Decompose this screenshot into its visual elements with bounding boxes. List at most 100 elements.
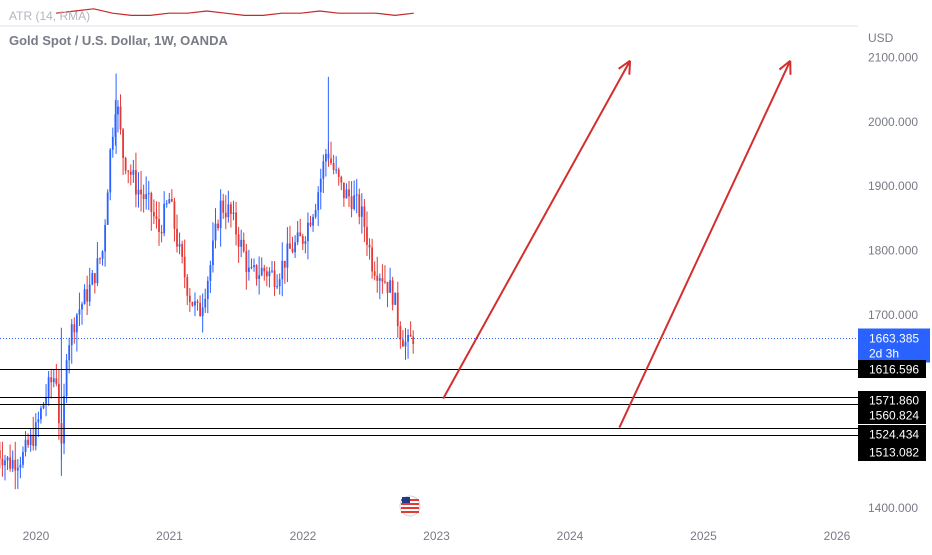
- candle-body: [55, 378, 57, 383]
- candle-body: [122, 129, 124, 158]
- candle: [322, 155, 324, 193]
- candle-body: [412, 337, 414, 344]
- candle-body: [217, 224, 219, 228]
- candle-body: [307, 223, 309, 241]
- candle: [235, 202, 237, 246]
- candle: [19, 457, 21, 479]
- axes-layer: 2100.0002000.0001900.0001800.0001700.000…: [23, 31, 919, 543]
- candle: [289, 226, 291, 249]
- candle: [243, 232, 245, 252]
- candle-body: [112, 137, 114, 150]
- flag-stripe: [401, 511, 419, 513]
- candle: [263, 265, 265, 281]
- candle: [284, 261, 286, 284]
- candle-body: [4, 460, 6, 465]
- x-tick-label: 2026: [824, 529, 851, 543]
- candle-body: [297, 232, 299, 242]
- candle-body: [50, 377, 52, 382]
- candle-body: [161, 232, 163, 233]
- candle: [376, 257, 378, 293]
- candle: [97, 242, 99, 286]
- indicator-label[interactable]: ATR (14, RMA): [9, 9, 90, 23]
- candle-body: [91, 273, 93, 284]
- candle-body: [410, 335, 412, 337]
- candle: [346, 183, 348, 198]
- candle-body: [263, 268, 265, 272]
- candle-body: [45, 397, 47, 404]
- candle-body: [58, 384, 60, 423]
- candle-body: [227, 204, 229, 217]
- candle: [117, 100, 119, 132]
- candle: [348, 181, 350, 207]
- candle: [66, 354, 68, 403]
- candle-body: [166, 203, 168, 204]
- candle-body: [94, 273, 96, 283]
- candle: [274, 261, 276, 296]
- candle-body: [371, 247, 373, 271]
- candle-body: [197, 301, 199, 303]
- candle: [251, 258, 253, 269]
- candle: [202, 293, 204, 332]
- y-axis-currency: USD: [868, 31, 894, 45]
- candle-body: [25, 440, 27, 452]
- candle: [204, 289, 206, 313]
- candle-body: [179, 244, 181, 246]
- candle-body: [320, 179, 322, 192]
- candle: [374, 261, 376, 280]
- flag-stripe: [401, 503, 419, 505]
- candle-body: [233, 213, 235, 214]
- candle: [45, 384, 47, 416]
- candle: [209, 261, 211, 293]
- candle: [320, 169, 322, 210]
- current-price-countdown: 2d 3h: [869, 347, 899, 361]
- candle: [127, 170, 129, 183]
- candle-body: [17, 468, 19, 471]
- candle: [335, 156, 337, 174]
- candle-body: [30, 435, 32, 445]
- candle-body: [351, 196, 353, 209]
- candle: [17, 459, 19, 489]
- candle-body: [389, 280, 391, 292]
- candle: [340, 176, 342, 190]
- candle: [161, 225, 163, 242]
- candle-body: [292, 249, 294, 253]
- candle: [397, 282, 399, 338]
- candle-body: [156, 216, 158, 219]
- candle-body: [171, 199, 173, 201]
- candle: [150, 192, 152, 231]
- candle-body: [81, 304, 83, 309]
- candle: [225, 195, 227, 229]
- candle: [120, 94, 122, 134]
- candle: [405, 328, 407, 360]
- candle: [192, 302, 194, 307]
- candle-body: [256, 265, 258, 279]
- candle: [9, 444, 11, 471]
- candle: [125, 157, 127, 175]
- candle-body: [53, 378, 55, 382]
- candle: [102, 250, 104, 265]
- level-price-value: 1524.434: [869, 428, 919, 442]
- candle-body: [289, 243, 291, 248]
- candle: [174, 198, 176, 242]
- candle-body: [73, 324, 75, 332]
- candle: [71, 319, 73, 364]
- current-price-value: 1663.385: [869, 332, 919, 346]
- candle-body: [163, 204, 165, 233]
- candle-body: [148, 193, 150, 194]
- candle-body: [230, 204, 232, 213]
- candle: [68, 338, 70, 374]
- candle: [153, 199, 155, 224]
- candle: [199, 295, 201, 316]
- candle-body: [279, 279, 281, 286]
- candle: [245, 244, 247, 290]
- chart-title: Gold Spot / U.S. Dollar, 1W, OANDA: [9, 33, 228, 48]
- candle-body: [245, 251, 247, 272]
- candle-body: [104, 225, 106, 251]
- y-tick-label: 2100.000: [868, 51, 918, 65]
- candle-body: [235, 213, 237, 235]
- candle: [7, 456, 9, 470]
- candle-body: [312, 217, 314, 226]
